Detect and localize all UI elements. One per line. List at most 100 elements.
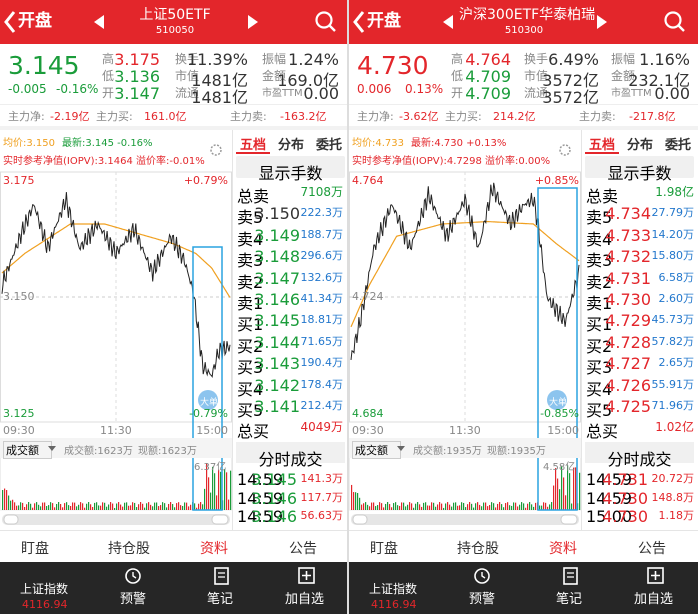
flow-value: 161.0亿 — [144, 110, 187, 123]
volume-bar — [114, 507, 116, 510]
book-label: 买1 — [237, 315, 264, 335]
scroll-handle — [352, 514, 368, 525]
dropdown-icon — [397, 446, 405, 451]
bottom-tab[interactable]: 公告 — [638, 541, 666, 557]
volume-bar — [575, 467, 577, 510]
action-button[interactable]: 加自选 — [634, 592, 674, 607]
volume-bar — [8, 495, 10, 510]
divider — [232, 130, 233, 530]
trade-price: 4.731 — [602, 470, 648, 489]
change-percent: -0.16% — [56, 82, 99, 96]
stat-label: 流通 — [524, 86, 549, 100]
trade-price: 3.146 — [251, 488, 297, 508]
volume-bar — [74, 502, 76, 510]
volume-bar — [413, 507, 415, 510]
bottom-tab[interactable]: 公告 — [289, 541, 317, 557]
volume-bar — [76, 506, 78, 510]
volume-selector[interactable]: 成交额 — [3, 441, 52, 459]
book-price: 4.727 — [605, 354, 651, 374]
volume-bar — [553, 485, 555, 510]
change: 0.006 — [357, 82, 392, 96]
volume-bar — [142, 503, 144, 510]
volume-bar — [84, 507, 86, 510]
bottom-tab[interactable]: 盯盘 — [370, 541, 398, 557]
open-button[interactable]: 开盘 — [18, 11, 52, 31]
book-volume: 212.4万 — [300, 399, 344, 412]
action-button[interactable]: 预警 — [469, 592, 496, 607]
bottom-tab[interactable]: 持仓股 — [457, 541, 499, 557]
volume-bar — [22, 502, 24, 510]
volume-bar — [38, 504, 40, 510]
tab[interactable]: 五档 — [240, 138, 267, 153]
trades-title: 分时成交 — [607, 450, 672, 469]
divider — [581, 130, 582, 530]
toggle-button[interactable]: 显示手数 — [607, 164, 672, 183]
volume-current: 现额:1935万 — [487, 446, 546, 457]
tab[interactable]: 分布 — [627, 138, 654, 153]
volume-bar — [186, 502, 188, 510]
stat-value: 4.764 — [465, 50, 511, 69]
volume-bar — [525, 507, 527, 510]
volume-bar — [389, 504, 391, 510]
volume-bar — [100, 505, 102, 510]
chart-low-pct: -0.85% — [540, 407, 579, 420]
volume-bar — [353, 492, 355, 510]
index-name[interactable]: 上证指数 — [20, 582, 69, 596]
tab[interactable]: 五档 — [589, 138, 616, 153]
volume-bar — [46, 506, 48, 510]
action-button[interactable]: 预警 — [120, 592, 147, 607]
volume-bar — [435, 506, 437, 510]
trade-volume: 117.7万 — [300, 490, 344, 504]
section-gap — [0, 126, 349, 130]
volume-bar — [154, 502, 156, 510]
book-volume: 4049万 — [300, 420, 343, 435]
volume-bar — [16, 505, 18, 510]
volume-bar — [557, 478, 559, 510]
volume-bar — [503, 507, 505, 510]
book-volume: 190.4万 — [300, 356, 344, 370]
dropdown-arrow — [48, 446, 56, 451]
trade-price: 4.730 — [602, 507, 648, 526]
scrollbar — [2, 514, 230, 525]
bottom-tab[interactable]: 资料 — [549, 541, 577, 557]
badge: 大单 — [200, 398, 219, 408]
volume-bar — [461, 502, 463, 510]
back-icon — [4, 11, 16, 33]
flow-label: 主力买: — [96, 110, 133, 123]
volume-bar — [80, 502, 82, 510]
volume-bar — [517, 506, 519, 510]
volume-bar — [118, 502, 120, 510]
bottom-tab[interactable]: 盯盘 — [21, 541, 49, 557]
flow-label: 主力买: — [445, 110, 482, 123]
book-volume: 55.91万 — [651, 377, 695, 391]
volume-bar — [545, 502, 547, 510]
toggle-button[interactable]: 显示手数 — [258, 164, 323, 183]
open-button[interactable]: 开盘 — [367, 11, 401, 31]
volume-selector[interactable]: 成交额 — [352, 441, 401, 459]
action-button[interactable]: 笔记 — [556, 592, 583, 607]
bottom-tab[interactable]: 资料 — [200, 541, 228, 557]
action-button[interactable]: 加自选 — [285, 592, 325, 607]
index-name[interactable]: 上证指数 — [369, 582, 418, 596]
volume-bar — [569, 473, 571, 510]
bottom-tab[interactable]: 持仓股 — [108, 541, 150, 557]
trade-volume: 141.3万 — [300, 472, 344, 485]
volume-bar — [355, 492, 357, 510]
volume-bar — [459, 505, 461, 510]
volume-bar — [166, 507, 168, 510]
book-volume: 14.20万 — [651, 227, 695, 241]
tab[interactable]: 分布 — [278, 138, 305, 153]
volume-bar — [122, 506, 124, 510]
stat-label: 换手 — [524, 52, 549, 66]
volume-bar — [98, 505, 100, 510]
volume-bar — [535, 502, 537, 510]
stat-label: 高 — [102, 52, 115, 66]
book-label: 总卖 — [586, 187, 619, 206]
settings-icon — [210, 144, 222, 156]
volume-bar — [359, 497, 361, 510]
tab[interactable]: 委托 — [316, 138, 343, 153]
volume-bar — [32, 507, 34, 510]
volume-bar — [108, 504, 110, 510]
tab[interactable]: 委托 — [665, 138, 692, 153]
action-button[interactable]: 笔记 — [207, 592, 234, 607]
